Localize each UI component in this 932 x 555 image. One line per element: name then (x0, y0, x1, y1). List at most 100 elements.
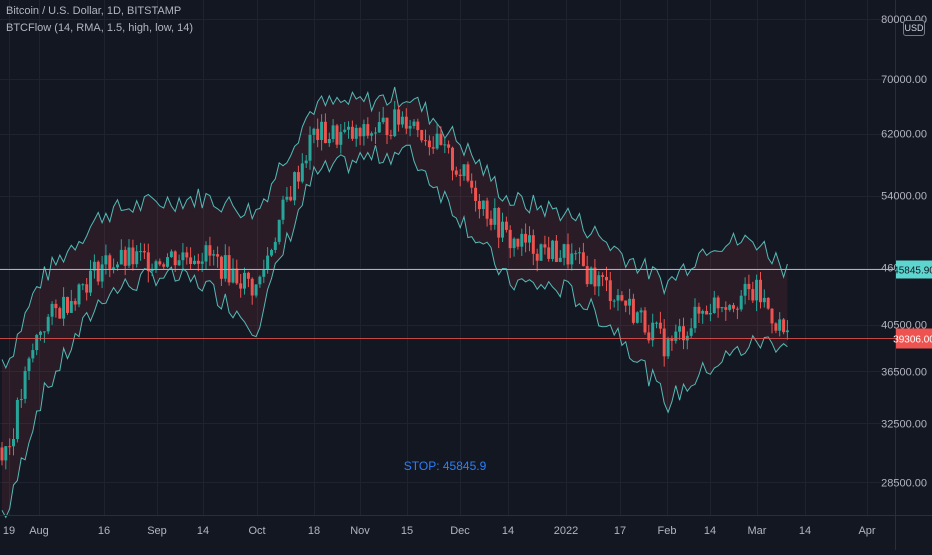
candle-body (142, 251, 146, 253)
candle-body (647, 332, 651, 341)
symbol-title[interactable]: Bitcoin / U.S. Dollar, 1D, BITSTAMP (6, 5, 182, 17)
candle (485, 197, 489, 227)
candle (285, 187, 289, 203)
candle (628, 288, 632, 315)
candle (262, 259, 266, 283)
candle-body (331, 125, 335, 139)
candle (732, 302, 735, 313)
time-tick-label: Oct (248, 525, 265, 537)
candle (547, 236, 551, 262)
candle (566, 233, 570, 269)
candle (123, 246, 127, 276)
candle (347, 121, 350, 139)
candle (416, 118, 420, 138)
candle-body (181, 252, 185, 261)
candle (131, 239, 135, 271)
candle-body (177, 260, 181, 266)
candle-body (323, 121, 327, 144)
candle (54, 299, 58, 318)
price-axis: 80000.0070000.0062000.0054000.0046000.00… (881, 14, 927, 489)
candle (427, 135, 431, 156)
candle-body (574, 253, 578, 255)
candle-body (166, 257, 169, 267)
candle-body (281, 199, 285, 220)
candle-body (497, 208, 501, 238)
stop-price-badge (896, 260, 932, 279)
candle (92, 254, 96, 279)
candle-body (720, 307, 724, 309)
grid-lines (0, 0, 895, 515)
candle-body (66, 296, 69, 313)
candle-body (770, 308, 774, 324)
candle-body (347, 126, 350, 130)
candle (154, 259, 158, 273)
candle-body (693, 306, 697, 329)
candle (85, 278, 89, 301)
candle-body (616, 295, 620, 301)
candle (651, 313, 655, 347)
candle (477, 194, 481, 219)
candle-body (277, 219, 281, 242)
candle-body (732, 305, 735, 309)
candle (12, 428, 15, 456)
candle (724, 301, 728, 321)
candle (323, 113, 327, 144)
candle-body (116, 264, 119, 268)
candle (451, 146, 454, 181)
candle-body (169, 251, 173, 258)
candle (593, 259, 597, 295)
candle-body (127, 247, 131, 266)
candle (223, 244, 227, 282)
candle-body (27, 358, 31, 372)
candle-body (651, 322, 655, 341)
candle (362, 119, 366, 146)
candle-body (85, 284, 89, 293)
candle (531, 229, 535, 266)
candle-body (462, 164, 466, 177)
candle-body (581, 252, 585, 267)
band-fill (2, 87, 788, 518)
candle (554, 235, 558, 263)
candle-body (381, 117, 385, 123)
candle (258, 275, 262, 288)
candle (643, 307, 647, 335)
candle (73, 298, 77, 311)
candle (127, 239, 131, 269)
candle-body (219, 256, 223, 279)
candle-body (154, 261, 158, 269)
stop-annotation: STOP: 45845.9 (403, 459, 487, 473)
candle-body (520, 233, 524, 247)
price-lines (0, 269, 895, 339)
currency-badge[interactable]: USD (903, 20, 925, 36)
indicator-legend[interactable]: BTCFlow (14, RMA, 1.5, high, low, 14) (6, 22, 194, 34)
candle (778, 312, 782, 337)
candle (312, 127, 316, 144)
candle-body (4, 446, 8, 461)
candle-body (92, 261, 96, 271)
candle (489, 210, 493, 231)
candle-body (243, 272, 246, 289)
candle (601, 272, 605, 287)
candle-body (39, 331, 42, 335)
candle (15, 397, 19, 443)
candle-body (427, 140, 431, 148)
candle-body (58, 308, 62, 319)
price-tick-label: 62000.00 (881, 129, 927, 141)
candle-body (223, 255, 227, 279)
candle-body (50, 303, 54, 317)
candle-body (666, 338, 670, 357)
candle (424, 129, 427, 146)
candle-body (447, 144, 451, 148)
candle-body (158, 261, 162, 265)
candle-body (131, 247, 135, 265)
candle-body (682, 326, 685, 341)
candle-body (23, 371, 27, 399)
last-price-badge-label: 39306.00 (893, 335, 932, 346)
candle-body (678, 326, 682, 332)
candle-body (489, 218, 493, 225)
candle-body (620, 295, 624, 301)
candle-body (631, 298, 635, 323)
candle-body (81, 284, 85, 286)
